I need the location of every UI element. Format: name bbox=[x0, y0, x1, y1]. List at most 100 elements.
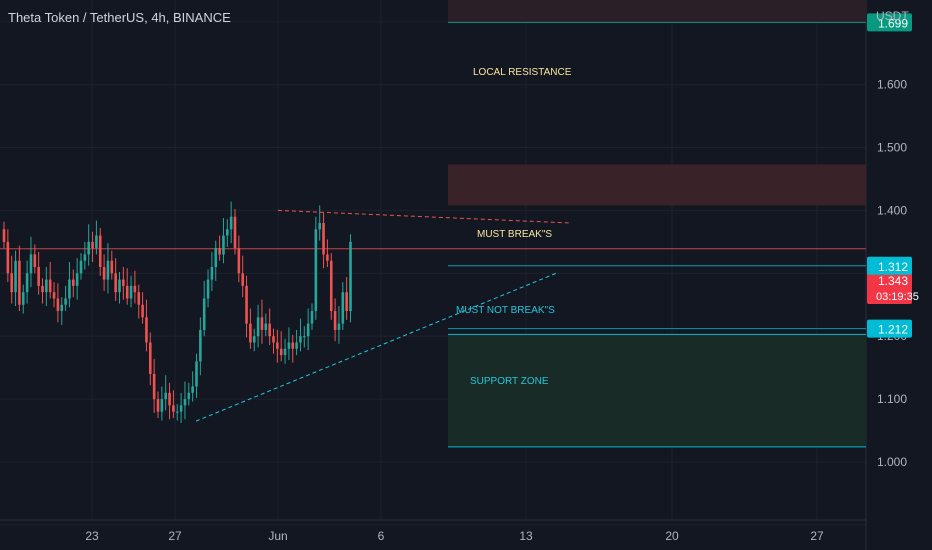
chart-title: Theta Token / TetherUS, 4h, BINANCE bbox=[8, 10, 231, 25]
candle-body bbox=[83, 254, 87, 261]
candle-body bbox=[168, 392, 171, 406]
candle-body bbox=[349, 241, 352, 312]
zone-rect bbox=[448, 164, 866, 206]
candle-body bbox=[295, 342, 298, 349]
candle-body bbox=[222, 235, 225, 255]
annotation-label: MUST NOT BREAK"S bbox=[456, 305, 555, 316]
candle-body bbox=[245, 285, 248, 324]
zone-rect bbox=[448, 0, 866, 23]
x-tick-label: 6 bbox=[378, 529, 385, 543]
candle-body bbox=[2, 229, 6, 242]
trendline-support bbox=[195, 272, 557, 422]
x-tick-label: Jun bbox=[268, 529, 287, 543]
candle-body bbox=[303, 336, 306, 338]
axis-unit-label[interactable]: USDT bbox=[876, 9, 909, 23]
price-label[interactable]: 1.212 bbox=[867, 319, 912, 338]
candle-body bbox=[137, 292, 141, 305]
price-label-bg bbox=[867, 319, 912, 338]
candle-body bbox=[226, 229, 229, 236]
price-label-text: 1.699 bbox=[878, 16, 908, 30]
candle-body bbox=[33, 254, 37, 268]
candle-body bbox=[145, 317, 148, 343]
candle-body bbox=[291, 342, 295, 349]
x-tick-label: 27 bbox=[168, 529, 182, 543]
candle-body bbox=[172, 405, 175, 412]
candle-body bbox=[206, 279, 210, 299]
x-tick-label: 20 bbox=[665, 529, 679, 543]
candle-body bbox=[199, 329, 202, 362]
candle-body bbox=[98, 235, 102, 268]
candle-body bbox=[52, 292, 56, 299]
candle-body bbox=[152, 373, 156, 400]
y-tick-label: 1.400 bbox=[877, 203, 907, 217]
candle-body bbox=[60, 304, 64, 312]
candle-body bbox=[175, 411, 179, 413]
y-tick-label: 1.000 bbox=[877, 455, 907, 469]
y-tick-label: 1.100 bbox=[877, 392, 907, 406]
price-label[interactable]: 1.312 bbox=[867, 256, 912, 275]
candle-body bbox=[164, 392, 167, 400]
x-tick-label: 23 bbox=[85, 529, 99, 543]
candle-body bbox=[72, 279, 75, 286]
candle-body bbox=[195, 361, 198, 387]
candle-body bbox=[256, 317, 260, 337]
candle-body bbox=[6, 241, 10, 274]
zone-rect bbox=[448, 334, 866, 447]
candle-body bbox=[310, 311, 314, 324]
price-label-text: 1.312 bbox=[878, 260, 908, 274]
candle-body bbox=[314, 229, 318, 312]
candle-body bbox=[329, 260, 333, 312]
candle-body bbox=[283, 348, 287, 356]
candle-body bbox=[21, 292, 25, 305]
candle-body bbox=[14, 260, 17, 293]
candle-body bbox=[237, 248, 241, 274]
candle-body bbox=[322, 222, 325, 255]
price-label[interactable]: 1.343 03:19:35 bbox=[867, 271, 919, 304]
candle-body bbox=[64, 298, 67, 305]
candle-body bbox=[37, 267, 40, 286]
candle-body bbox=[10, 273, 13, 293]
zone-label: SUPPORT ZONE bbox=[470, 376, 549, 387]
price-label[interactable]: 1.699 bbox=[867, 13, 912, 32]
candle-body bbox=[218, 248, 221, 255]
candle-body bbox=[229, 216, 233, 230]
candle-body bbox=[102, 267, 106, 280]
candle-body bbox=[276, 342, 279, 349]
candle-body bbox=[210, 267, 214, 280]
candle-body bbox=[122, 279, 125, 286]
candle-body bbox=[333, 311, 337, 330]
candle-body bbox=[191, 386, 194, 393]
candle-body bbox=[252, 336, 256, 343]
price-label-bg bbox=[867, 271, 912, 304]
candle-body bbox=[345, 292, 348, 312]
candle-body bbox=[48, 279, 52, 293]
candle-body bbox=[160, 399, 164, 412]
candle-body bbox=[45, 279, 48, 293]
candle-body bbox=[129, 285, 133, 299]
candle-body bbox=[18, 260, 21, 305]
zone-label: MUST BREAK"S bbox=[477, 229, 552, 240]
candle-body bbox=[287, 342, 291, 349]
candle-body bbox=[114, 273, 117, 293]
candle-body bbox=[341, 292, 345, 324]
price-label-text: 1.343 bbox=[878, 274, 908, 288]
price-label-bg bbox=[867, 256, 912, 275]
y-tick-label: 1.600 bbox=[877, 78, 907, 92]
candle-body bbox=[56, 298, 60, 312]
price-label-text: 1.212 bbox=[878, 323, 908, 337]
candle-body bbox=[29, 254, 33, 274]
candle-body bbox=[41, 285, 44, 293]
candle-body bbox=[306, 323, 310, 337]
candle-body bbox=[272, 336, 275, 343]
candle-body bbox=[125, 285, 129, 299]
candle-body bbox=[299, 336, 302, 343]
y-tick-label: 1.500 bbox=[877, 141, 907, 155]
candle-body bbox=[264, 323, 268, 330]
candle-body bbox=[183, 399, 187, 406]
candle-body bbox=[75, 273, 79, 286]
countdown-text: 03:19:35 bbox=[876, 291, 919, 303]
x-tick-label: 27 bbox=[810, 529, 824, 543]
candle-body bbox=[79, 260, 83, 274]
candle-body bbox=[25, 273, 29, 293]
